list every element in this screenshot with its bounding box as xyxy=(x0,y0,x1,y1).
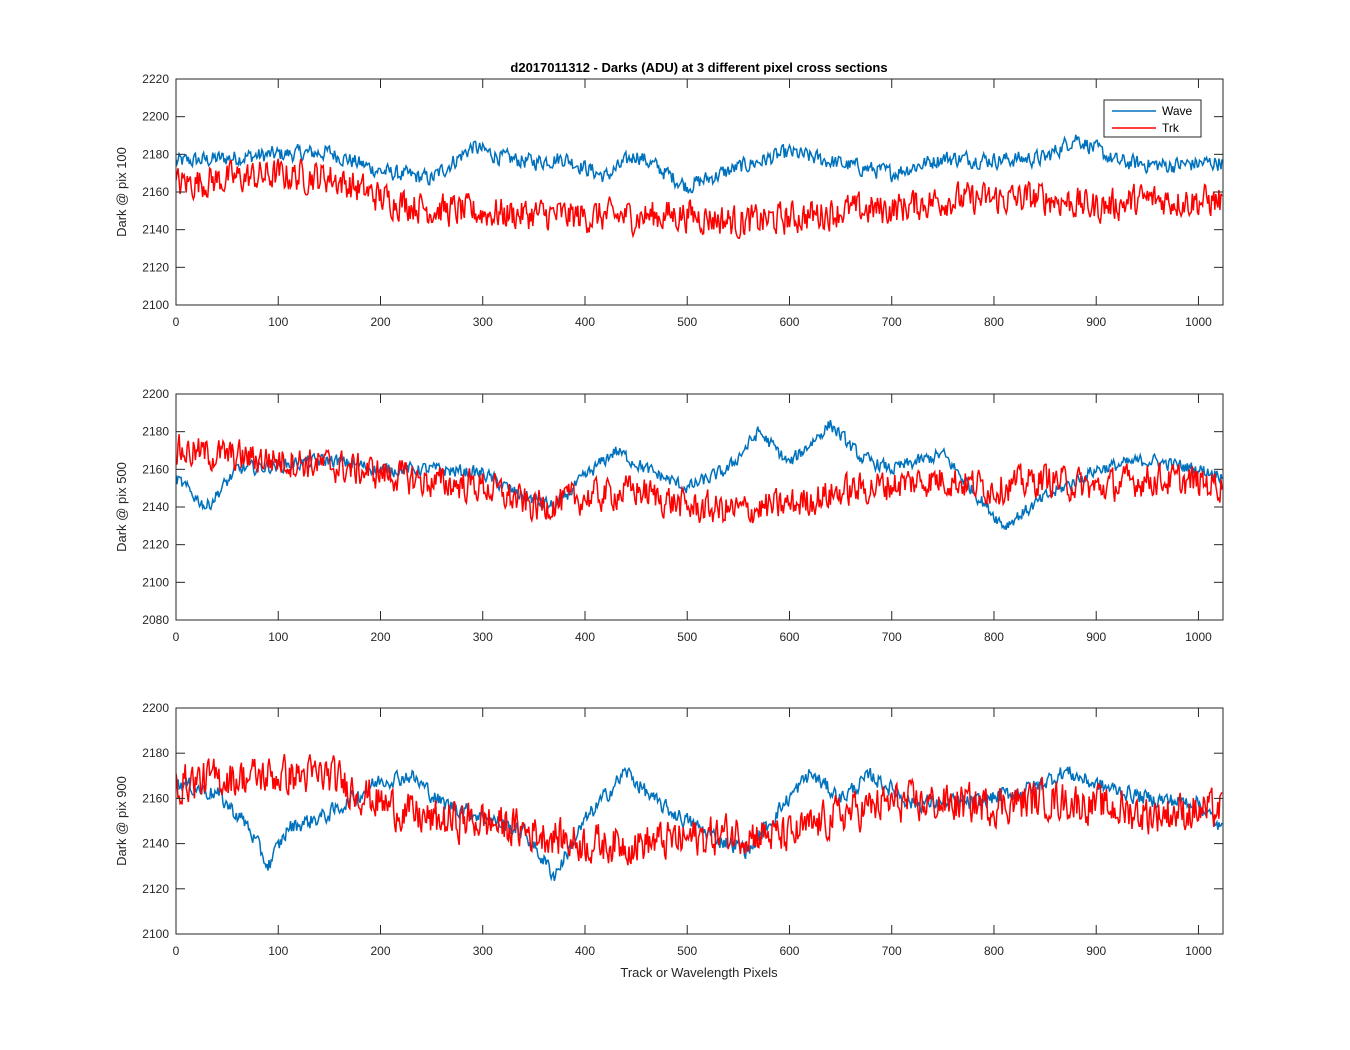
x-tick-label: 500 xyxy=(677,944,697,958)
y-axis-label: Dark @ pix 100 xyxy=(114,147,129,237)
y-tick-label: 2140 xyxy=(142,223,169,237)
x-tick-label: 700 xyxy=(882,944,902,958)
x-tick-label: 700 xyxy=(882,630,902,644)
y-tick-label: 2120 xyxy=(142,260,169,274)
y-tick-label: 2140 xyxy=(142,837,169,851)
x-tick-label: 700 xyxy=(882,315,902,329)
x-tick-label: 900 xyxy=(1086,944,1106,958)
x-tick-label: 300 xyxy=(473,630,493,644)
x-tick-label: 900 xyxy=(1086,630,1106,644)
y-tick-label: 2180 xyxy=(142,147,169,161)
y-tick-label: 2160 xyxy=(142,462,169,476)
x-tick-label: 0 xyxy=(173,630,180,644)
x-tick-label: 500 xyxy=(677,630,697,644)
legend-box xyxy=(1103,99,1202,138)
y-tick-label: 2200 xyxy=(142,701,169,715)
x-tick-label: 300 xyxy=(473,944,493,958)
y-tick-label: 2180 xyxy=(142,746,169,760)
x-tick-label: 600 xyxy=(779,630,799,644)
x-tick-label: 200 xyxy=(370,944,390,958)
y-axis-label: Dark @ pix 900 xyxy=(114,776,129,866)
subplot-pix-100: 0 100 200 300 400 500 600 700 800 900 1000 2100 2120… xyxy=(114,72,1224,329)
y-tick-label: 2100 xyxy=(142,298,169,312)
axes-frame xyxy=(175,707,1224,935)
y-tick-label: 2200 xyxy=(142,387,169,401)
x-tick-label: 500 xyxy=(677,315,697,329)
y-tick-label: 2100 xyxy=(142,575,169,589)
x-tick-label: 1000 xyxy=(1185,315,1212,329)
legend-label-wave: Wave xyxy=(1162,104,1193,118)
y-tick-label: 2140 xyxy=(142,500,169,514)
y-tick-label: 2200 xyxy=(142,110,169,124)
x-tick-label: 200 xyxy=(370,630,390,644)
y-tick-label: 2160 xyxy=(142,791,169,805)
series-line-wave-0 xyxy=(176,134,1223,194)
x-tick-label: 100 xyxy=(268,315,288,329)
y-tick-label: 2120 xyxy=(142,882,169,896)
series-line-trk-2 xyxy=(176,753,1223,866)
x-tick-label: 0 xyxy=(173,944,180,958)
x-tick-label: 800 xyxy=(984,944,1004,958)
subplot-pix-900: 0 100 200 300 400 500 600 700 800 900 1000 2100 2120… xyxy=(114,701,1224,958)
x-tick-label: 1000 xyxy=(1185,944,1212,958)
series-line-trk-1 xyxy=(176,434,1223,524)
x-tick-label: 600 xyxy=(779,315,799,329)
x-tick-label: 1000 xyxy=(1185,630,1212,644)
y-tick-label: 2220 xyxy=(142,72,169,86)
figure-title: d2017011312 - Darks (ADU) at 3 different… xyxy=(510,60,887,75)
x-tick-label: 600 xyxy=(779,944,799,958)
x-tick-label: 800 xyxy=(984,630,1004,644)
x-tick-label: 200 xyxy=(370,315,390,329)
y-tick-label: 2180 xyxy=(142,425,169,439)
x-tick-label: 400 xyxy=(575,944,595,958)
subplot-pix-500: 0 100 200 300 400 500 600 700 800 900 1000 2080 2100… xyxy=(114,387,1224,644)
x-tick-label: 900 xyxy=(1086,315,1106,329)
x-tick-label: 800 xyxy=(984,315,1004,329)
x-tick-label: 400 xyxy=(575,630,595,644)
x-axis-label: Track or Wavelength Pixels xyxy=(620,965,778,980)
legend: Wave Trk xyxy=(1103,99,1202,138)
y-tick-label: 2120 xyxy=(142,538,169,552)
y-tick-label: 2160 xyxy=(142,185,169,199)
y-tick-label: 2100 xyxy=(142,927,169,941)
y-axis-label: Dark @ pix 500 xyxy=(114,462,129,552)
y-tick-label: 2080 xyxy=(142,613,169,627)
x-tick-label: 400 xyxy=(575,315,595,329)
x-tick-label: 100 xyxy=(268,944,288,958)
legend-label-trk: Trk xyxy=(1162,121,1180,135)
x-tick-label: 300 xyxy=(473,315,493,329)
series-line-trk-0 xyxy=(176,158,1223,239)
x-tick-label: 100 xyxy=(268,630,288,644)
x-tick-label: 0 xyxy=(173,315,180,329)
